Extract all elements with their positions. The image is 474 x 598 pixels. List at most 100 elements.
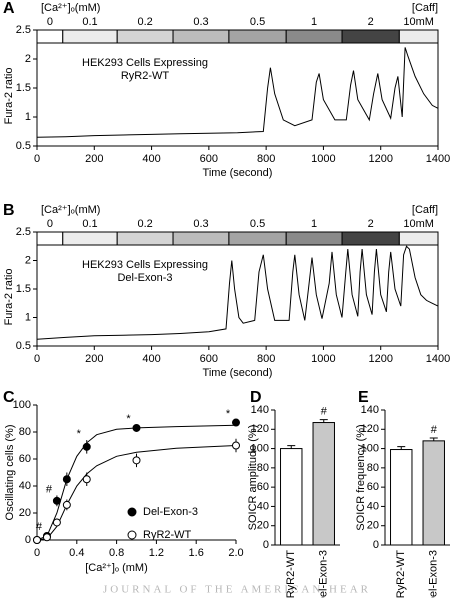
- point: [52, 518, 61, 527]
- y-tick-label: 1.5: [16, 82, 31, 94]
- x-tick-label: 2.0: [228, 547, 243, 559]
- legend-label: RyR2-WT: [143, 529, 192, 541]
- trace: [36, 47, 439, 138]
- x-tick-label: 1200: [368, 353, 392, 365]
- x-tick-label: 200: [85, 153, 103, 165]
- band-segment: [228, 29, 287, 44]
- y-tick-label: 60: [19, 453, 31, 465]
- y-tick-label: 2: [25, 254, 31, 266]
- x-tick-label: 1.6: [189, 547, 204, 559]
- band-segment: [116, 29, 174, 44]
- x-tick-label: 1000: [311, 153, 335, 165]
- significance: *: [226, 408, 231, 420]
- band-label: 0: [47, 16, 53, 28]
- band-label: 0: [47, 218, 53, 230]
- x-tick-label: 200: [85, 353, 103, 365]
- annotation: Del-Exon-3: [117, 272, 172, 284]
- significance: #: [46, 483, 53, 495]
- y-tick-label: 2: [25, 53, 31, 65]
- band-segment: [228, 231, 287, 246]
- band-segment: [341, 231, 400, 246]
- band-label: 0.3: [193, 218, 208, 230]
- panel-label: E: [358, 389, 369, 406]
- band-label: 1: [311, 16, 317, 28]
- significance: *: [77, 428, 82, 440]
- x-tick-label: 0: [34, 153, 40, 165]
- x-tick-label: 600: [200, 153, 218, 165]
- x-tick-label: 600: [200, 353, 218, 365]
- y-tick-label: 120: [361, 423, 379, 435]
- y-tick-label: 140: [251, 404, 269, 416]
- y-tick-label: 20: [257, 520, 269, 532]
- point: [232, 441, 240, 450]
- y-tick-label: 60: [257, 481, 269, 493]
- point: [62, 475, 71, 484]
- significance: #: [431, 424, 438, 436]
- band-label: 0.1: [82, 218, 97, 230]
- band-label: 0.5: [250, 218, 265, 230]
- x-tick-label: Del-Exon-3: [428, 550, 440, 598]
- y-tick-label: 2.5: [16, 226, 31, 238]
- band-segment: [62, 29, 118, 44]
- annotation: RyR2-WT: [121, 70, 170, 82]
- y-tick-label: 0.5: [16, 140, 31, 152]
- x-tick-label: RyR2-WT: [285, 550, 297, 598]
- error-bar: [319, 419, 328, 423]
- point: [52, 496, 61, 505]
- y-axis-title: Fura-2 ratio: [3, 68, 15, 125]
- y-tick-label: 40: [19, 480, 31, 492]
- bar: [422, 440, 445, 546]
- x-tick-label: Del-Exon-3: [318, 550, 330, 598]
- y-tick-label: 1: [25, 311, 31, 323]
- y-tick-label: 2.5: [16, 24, 31, 36]
- point: [132, 456, 141, 465]
- x-tick-label: 1.2: [149, 547, 164, 559]
- y-tick-label: 1.5: [16, 283, 31, 295]
- band-segment: [62, 231, 118, 246]
- band-segment: [398, 29, 439, 44]
- band-title: [Ca²⁺]ₒ(mM): [41, 2, 100, 14]
- x-tick-label: 400: [142, 353, 160, 365]
- point: [232, 418, 240, 427]
- y-tick-label: 100: [251, 442, 269, 454]
- point: [82, 475, 91, 484]
- band-label: 0.3: [193, 16, 208, 28]
- y-axis-title: SOICR amplitude (%): [247, 425, 259, 531]
- y-axis-title: Fura-2 ratio: [3, 269, 15, 326]
- point: [82, 442, 91, 451]
- band-label: 0.2: [137, 16, 152, 28]
- y-tick-label: 80: [19, 426, 31, 438]
- y-tick-label: 140: [361, 404, 379, 416]
- trace: [36, 245, 439, 340]
- x-tick-label: 800: [257, 353, 275, 365]
- panel-label: A: [3, 0, 15, 17]
- band-label: 2: [368, 16, 374, 28]
- annotation: HEK293 Cells Expressing: [82, 57, 208, 69]
- panel-label: D: [250, 389, 262, 406]
- band-label: 0.1: [82, 16, 97, 28]
- x-axis-title: Time (second): [203, 367, 273, 379]
- y-tick-label: 0.5: [16, 340, 31, 352]
- band-label: 1: [311, 218, 317, 230]
- y-tick-label: 100: [13, 399, 31, 411]
- band-title: [Ca²⁺]ₒ(mM): [41, 204, 100, 216]
- y-tick-label: 20: [19, 507, 31, 519]
- x-axis-title: [Ca²⁺]ₒ (mM): [85, 562, 148, 574]
- x-tick-label: 1400: [426, 153, 450, 165]
- panel-label: C: [3, 389, 15, 406]
- y-tick-label: 60: [367, 481, 379, 493]
- significance: #: [36, 521, 43, 533]
- x-tick-label: 0.4: [69, 547, 84, 559]
- x-tick-label: 1200: [368, 153, 392, 165]
- band-label: 2: [368, 218, 374, 230]
- y-tick-label: 120: [251, 423, 269, 435]
- y-tick-label: 100: [361, 442, 379, 454]
- bar: [312, 422, 335, 546]
- point: [42, 533, 51, 542]
- band-segment: [36, 231, 64, 246]
- x-tick-label: 800: [257, 153, 275, 165]
- band-segment: [36, 29, 64, 44]
- x-tick-label: RyR2-WT: [395, 550, 407, 598]
- band-segment: [172, 231, 230, 246]
- watermark: JOURNAL OF THE AMERICAN HEAR: [103, 584, 371, 596]
